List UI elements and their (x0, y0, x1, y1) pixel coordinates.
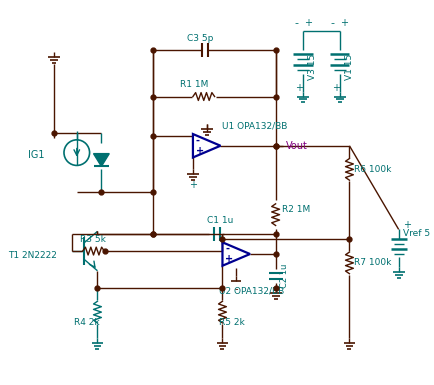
Text: -: - (294, 18, 298, 28)
Text: +: + (341, 18, 349, 28)
Text: R5 2k: R5 2k (219, 318, 244, 327)
Text: +: + (189, 180, 197, 190)
Text: R2 1M: R2 1M (282, 205, 310, 214)
Polygon shape (93, 154, 109, 166)
Text: +: + (225, 254, 233, 264)
Text: T1 2N2222: T1 2N2222 (8, 251, 57, 261)
Text: +: + (196, 146, 204, 156)
Text: -: - (196, 136, 200, 146)
Text: V3 15: V3 15 (308, 54, 317, 80)
Text: R6 100k: R6 100k (355, 165, 392, 174)
Text: -: - (225, 244, 230, 254)
Text: R4 2k: R4 2k (74, 318, 99, 327)
Text: U1 OPA132/BB: U1 OPA132/BB (223, 122, 288, 131)
Text: IG1: IG1 (28, 150, 44, 160)
Text: Vout: Vout (286, 141, 307, 151)
Text: C1 1u: C1 1u (207, 216, 233, 225)
Text: C3 5p: C3 5p (187, 34, 214, 43)
Text: +: + (304, 18, 312, 28)
Text: C2 1u: C2 1u (279, 263, 289, 288)
Text: -: - (331, 18, 335, 28)
Text: U2 OPA132/BB: U2 OPA132/BB (219, 287, 284, 296)
Text: -: - (234, 285, 238, 295)
Text: V1 15: V1 15 (345, 54, 354, 80)
Text: +: + (403, 221, 411, 231)
Text: Vref 5: Vref 5 (403, 229, 430, 238)
Text: R3 5k: R3 5k (80, 235, 105, 244)
Text: R7 100k: R7 100k (355, 258, 392, 267)
Text: +: + (295, 83, 303, 93)
Text: +: + (332, 83, 340, 93)
Text: R1 1M: R1 1M (180, 80, 208, 89)
